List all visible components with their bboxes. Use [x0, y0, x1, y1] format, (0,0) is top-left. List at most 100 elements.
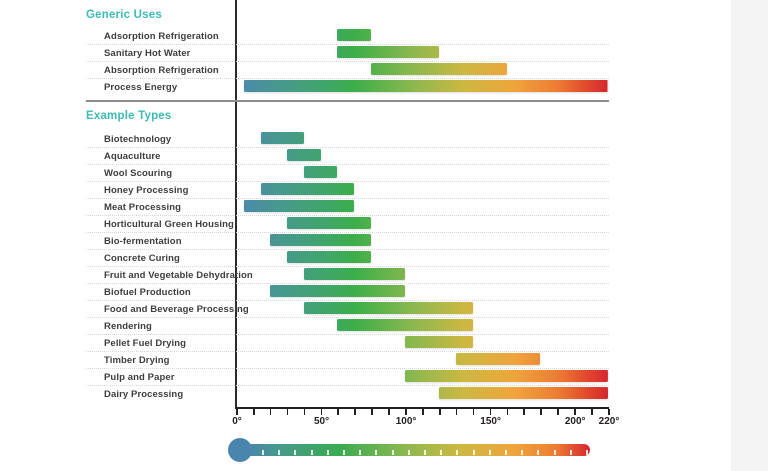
thermometer-tick — [343, 450, 345, 455]
temperature-range-bar — [244, 200, 355, 212]
thermometer-tick — [359, 450, 362, 455]
axis-tick — [303, 409, 306, 415]
axis-tick — [236, 409, 238, 415]
row-label: Honey Processing — [104, 185, 189, 196]
chart-row: Pulp and Paper — [86, 370, 609, 387]
row-label: Biotechnology — [104, 134, 172, 145]
temperature-range-bar — [405, 370, 608, 382]
row-label: Meat Processing — [104, 202, 181, 213]
temperature-range-bar — [337, 319, 473, 331]
thermometer-tick — [294, 450, 297, 455]
thermometer-tick — [569, 450, 572, 455]
axis-tick-label: 220° — [598, 416, 620, 427]
thermometer-tick — [310, 450, 313, 455]
chart-row: Timber Drying — [86, 353, 609, 370]
thermometer-bulb-icon — [228, 438, 252, 462]
axis-tick — [252, 409, 255, 415]
row-divider — [86, 78, 609, 79]
row-divider — [86, 283, 609, 284]
axis-tick — [438, 409, 441, 415]
row-divider — [86, 164, 609, 165]
axis-tick — [574, 409, 576, 415]
row-divider — [86, 61, 609, 62]
axis-tick — [286, 409, 289, 415]
chart-row: Rendering — [86, 319, 609, 336]
row-divider — [86, 215, 609, 216]
temperature-range-bar — [303, 268, 406, 280]
temperature-range-bar — [337, 29, 372, 41]
chart-row: Wool Scouring — [86, 166, 609, 183]
thermometer-tick — [456, 450, 459, 455]
row-label: Bio-fermentation — [104, 236, 182, 247]
axis-tick — [269, 409, 272, 415]
thermometer-tick — [472, 450, 475, 455]
temperature-range-bar — [286, 149, 321, 161]
chart-row: Horticultural Green Housing — [86, 217, 609, 234]
thermometer-tick — [278, 450, 281, 455]
temperature-range-bar — [244, 80, 608, 92]
thermometer-tick — [262, 450, 264, 455]
axis-tick — [523, 409, 526, 415]
row-label: Biofuel Production — [104, 287, 191, 298]
thermometer-tick — [375, 450, 378, 455]
section-separator-line — [86, 100, 609, 102]
thermometer-tick — [537, 450, 540, 455]
thermometer-tick — [488, 450, 491, 455]
axis-tick — [354, 409, 356, 415]
row-divider — [86, 317, 609, 318]
row-label: Concrete Curing — [104, 253, 180, 264]
row-divider — [86, 368, 609, 369]
temperature-range-bar — [269, 234, 372, 246]
temperature-range-bar — [455, 353, 541, 365]
axis-tick — [489, 409, 492, 415]
chart-row: Sanitary Hot Water — [86, 46, 609, 63]
chart-row: Process Energy — [86, 80, 609, 97]
thermometer-tick — [505, 450, 507, 455]
axis-tick — [320, 409, 323, 415]
row-label: Wool Scouring — [104, 168, 173, 179]
thermometer-tick — [586, 450, 588, 455]
temperature-range-bar — [337, 46, 439, 58]
axis-tick-label: 200° — [564, 416, 586, 427]
axis-tick — [608, 409, 610, 415]
row-label: Adsorption Refrigeration — [104, 31, 219, 42]
temperature-range-bar — [405, 336, 473, 348]
thermometer-tick — [407, 450, 410, 455]
chart-row: Concrete Curing — [86, 251, 609, 268]
axis-tick — [405, 409, 407, 415]
section-title-example-types: Example Types — [86, 110, 172, 122]
axis-tick — [337, 409, 340, 415]
row-divider — [86, 334, 609, 335]
axis-tick-label: 50° — [313, 416, 330, 427]
chart-row: Pellet Fuel Drying — [86, 336, 609, 353]
temperature-range-bar — [303, 166, 338, 178]
chart-row: Biotechnology — [86, 132, 609, 149]
thermometer-legend — [228, 438, 612, 462]
axis-tick — [557, 409, 559, 415]
chart-row: Adsorption Refrigeration — [86, 29, 609, 46]
temperature-range-bar — [286, 251, 372, 263]
chart-row: Aquaculture — [86, 149, 609, 166]
row-label: Fruit and Vegetable Dehydration — [104, 270, 253, 281]
axis-tick-label: 100° — [395, 416, 417, 427]
chart-row: Meat Processing — [86, 200, 609, 217]
axis-tick — [506, 409, 509, 415]
row-label: Food and Beverage Processing — [104, 304, 249, 315]
row-label: Process Energy — [104, 82, 178, 93]
temperature-range-bar — [438, 387, 608, 399]
temperature-range-bar — [286, 217, 372, 229]
row-label: Horticultural Green Housing — [104, 219, 234, 230]
axis-tick — [422, 409, 424, 415]
row-divider — [86, 266, 609, 267]
chart-row: Fruit and Vegetable Dehydration — [86, 268, 609, 285]
thermometer-tick — [440, 450, 443, 455]
row-label: Sanitary Hot Water — [104, 48, 191, 59]
axis-tick — [371, 409, 373, 415]
axis-tick — [472, 409, 475, 415]
row-divider — [86, 249, 609, 250]
row-divider — [86, 147, 609, 148]
row-label: Dairy Processing — [104, 389, 184, 400]
row-label: Pulp and Paper — [104, 372, 175, 383]
thermometer-tick — [553, 450, 556, 455]
